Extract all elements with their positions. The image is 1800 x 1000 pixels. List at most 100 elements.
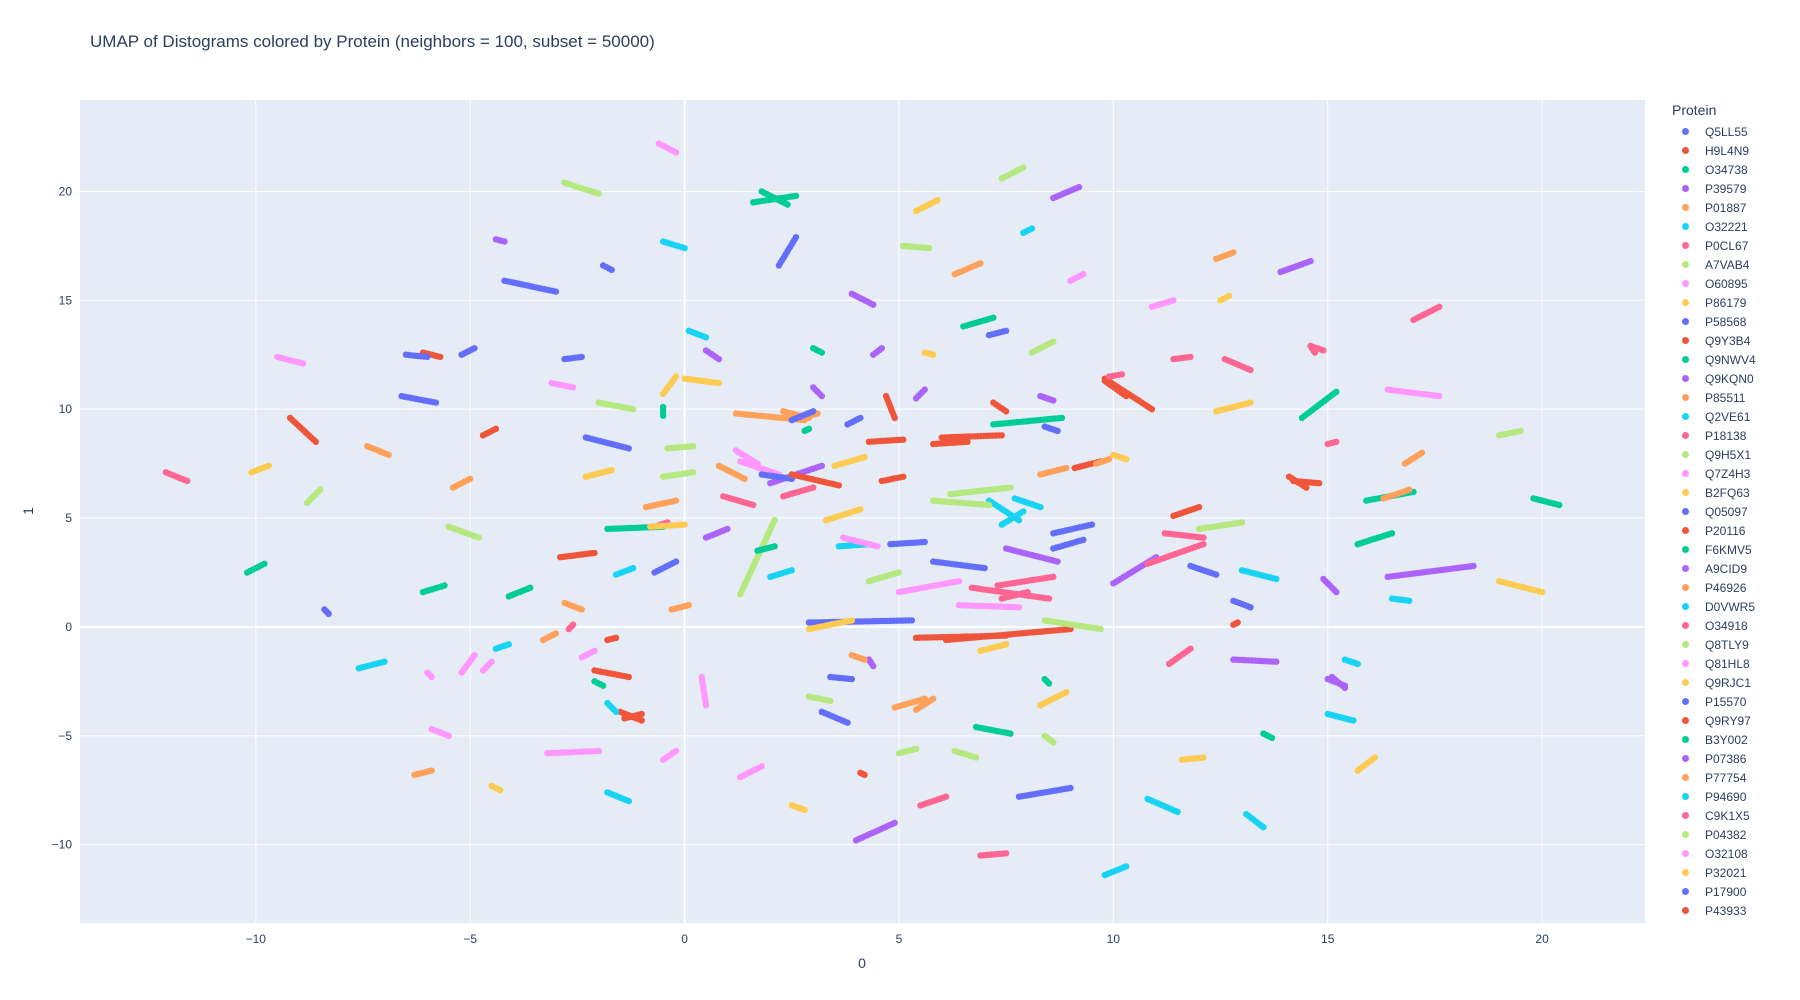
data-point [441,582,448,589]
legend-item[interactable]: Q81HL8 [1672,654,1792,673]
legend-item[interactable]: Q9RJC1 [1672,673,1792,692]
legend-marker [1682,755,1689,762]
data-point [857,414,864,422]
legend-item[interactable]: Q9RY97 [1672,711,1792,730]
data-point [527,584,534,591]
data-point [501,238,508,245]
data-point [685,601,692,609]
legend-item[interactable]: P39579 [1672,179,1792,198]
data-point [608,466,615,474]
series-P20116 [557,458,1241,779]
series-A7VAB4 [445,164,1524,541]
data-point [998,432,1005,439]
legend-item[interactable]: O32221 [1672,217,1792,236]
data-point [900,473,907,480]
legend-item[interactable]: Q8TLY9 [1672,635,1792,654]
legend-marker [1682,527,1689,534]
legend-item[interactable]: P17900 [1672,882,1792,901]
data-point [638,717,645,724]
series-P39579 [852,183,1477,844]
legend-item[interactable]: P46926 [1672,578,1792,597]
data-point [972,754,980,761]
legend-item[interactable]: P86179 [1672,293,1792,312]
legend-label: P18138 [1705,428,1747,443]
legend-label: Q9NWV4 [1705,352,1756,367]
legend-label: P15570 [1705,694,1747,709]
data-point [1050,530,1057,537]
legend-item[interactable]: Q7Z4H3 [1672,464,1792,483]
legend-item[interactable]: P32021 [1672,863,1792,882]
legend-item[interactable]: P85511 [1672,388,1792,407]
x-tick-label: 15 [1321,932,1335,946]
series-B2FQ63 [488,292,1546,794]
legend-item[interactable]: F6KMV5 [1672,540,1792,559]
legend-marker [1682,793,1689,800]
legend-item[interactable]: P20116 [1672,521,1792,540]
data-point [681,244,688,252]
legend-item[interactable]: O34738 [1672,160,1792,179]
data-point [874,543,881,550]
legend-label: P17900 [1705,884,1747,899]
legend-item[interactable]: P15570 [1672,692,1792,711]
data-point [934,197,941,204]
legend-item[interactable]: P18138 [1672,426,1792,445]
legend-item[interactable]: Q2VE61 [1672,407,1792,426]
data-point [552,630,560,637]
data-point [672,747,680,755]
legend-item[interactable]: P58568 [1672,312,1792,331]
legend-item[interactable]: P0CL67 [1672,236,1792,255]
legend-item[interactable]: Q5LL55 [1672,122,1792,141]
legend-item[interactable]: H9L4N9 [1672,141,1792,160]
legend-item[interactable]: O34918 [1672,616,1792,635]
legend-item[interactable]: A9CID9 [1672,559,1792,578]
data-point [689,469,697,476]
data-point [428,673,435,681]
data-point [1045,680,1053,687]
legend-item[interactable]: B2FQ63 [1672,483,1792,502]
legend-label: Q5LL55 [1705,124,1748,139]
legend-item[interactable]: C9K1X5 [1672,806,1792,825]
series-P58568 [398,392,1096,726]
data-point [1200,541,1207,548]
legend-label: P0CL67 [1705,238,1749,253]
legend-item[interactable]: B3Y002 [1672,730,1792,749]
legend-marker [1682,375,1689,382]
legend-marker [1682,717,1689,724]
data-point [184,477,191,485]
legend-item[interactable]: A7VAB4 [1672,255,1792,274]
legend-item[interactable]: O32108 [1672,844,1792,863]
legend-marker [1682,489,1689,496]
legend-label: Q9KQN0 [1705,371,1754,386]
data-point [1341,682,1349,689]
legend-label: B2FQ63 [1705,485,1750,500]
data-point [1174,808,1181,816]
data-point [1050,397,1057,404]
legend-label: Q9RY97 [1705,713,1751,728]
data-point [835,482,843,489]
legend-item[interactable]: P07386 [1672,749,1792,768]
legend-marker [1682,622,1689,629]
data-point [595,747,602,755]
legend-item[interactable]: Q9NWV4 [1672,350,1792,369]
data-point [1063,689,1070,696]
legend-item[interactable]: P43933 [1672,901,1792,920]
data-point [1002,641,1010,648]
data-point [1333,388,1340,395]
legend-label: O32108 [1705,846,1748,861]
legend-item[interactable]: Q9KQN0 [1672,369,1792,388]
legend-item[interactable]: Q9Y3B4 [1672,331,1792,350]
legend-item[interactable]: D0VWR5 [1672,597,1792,616]
legend-item[interactable]: Q05097 [1672,502,1792,521]
legend-item[interactable]: O60895 [1672,274,1792,293]
legend-item[interactable]: P77754 [1672,768,1792,787]
x-tick-label: 0 [681,932,688,946]
legend-item[interactable]: P01887 [1672,198,1792,217]
legend-item[interactable]: P04382 [1672,825,1792,844]
data-point [578,606,585,613]
legend-marker [1682,546,1689,553]
data-point [758,763,765,770]
legend-item[interactable]: Q9H5X1 [1672,445,1792,464]
legend-item[interactable]: P94690 [1672,787,1792,806]
legend-label: Q9H5X1 [1705,447,1752,462]
